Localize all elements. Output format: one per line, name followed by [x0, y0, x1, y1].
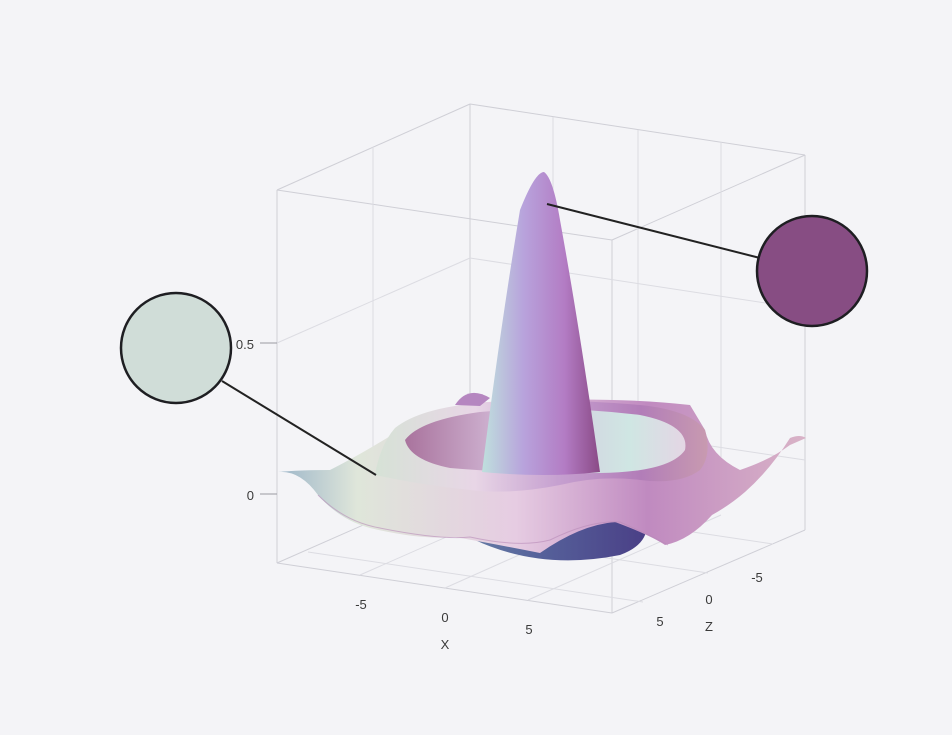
surface-mesh [278, 172, 806, 561]
x-axis: -5 0 5 X [355, 597, 532, 652]
callout-left-swatch [119, 291, 233, 405]
grid-line [307, 551, 644, 603]
surface-peak [482, 172, 600, 475]
box-edge [469, 103, 806, 156]
grid-line [276, 257, 471, 344]
callout-left-leader [221, 380, 377, 476]
surface-bump [455, 392, 490, 406]
z-tick-label: 0 [705, 592, 712, 607]
y-tick-label: 0.5 [236, 337, 254, 352]
x-axis-title: X [441, 637, 450, 652]
surface-edge [317, 494, 669, 546]
z-axis-title: Z [705, 619, 713, 634]
z-tick-label: 5 [656, 614, 663, 629]
y-axis: 0.5 0 [236, 337, 277, 503]
z-axis: 5 0 -5 Z [656, 570, 762, 634]
x-tick-label: 0 [441, 610, 448, 625]
box-edge [611, 154, 806, 241]
x-tick-label: -5 [355, 597, 367, 612]
y-tick-label: 0 [247, 488, 254, 503]
callout-left [119, 291, 377, 476]
x-tick-label: 5 [525, 622, 532, 637]
z-tick-label: -5 [751, 570, 763, 585]
callout-right-leader [546, 203, 761, 259]
callout-right-swatch [755, 214, 869, 328]
callout-right [546, 203, 869, 328]
box-edge [276, 562, 613, 614]
